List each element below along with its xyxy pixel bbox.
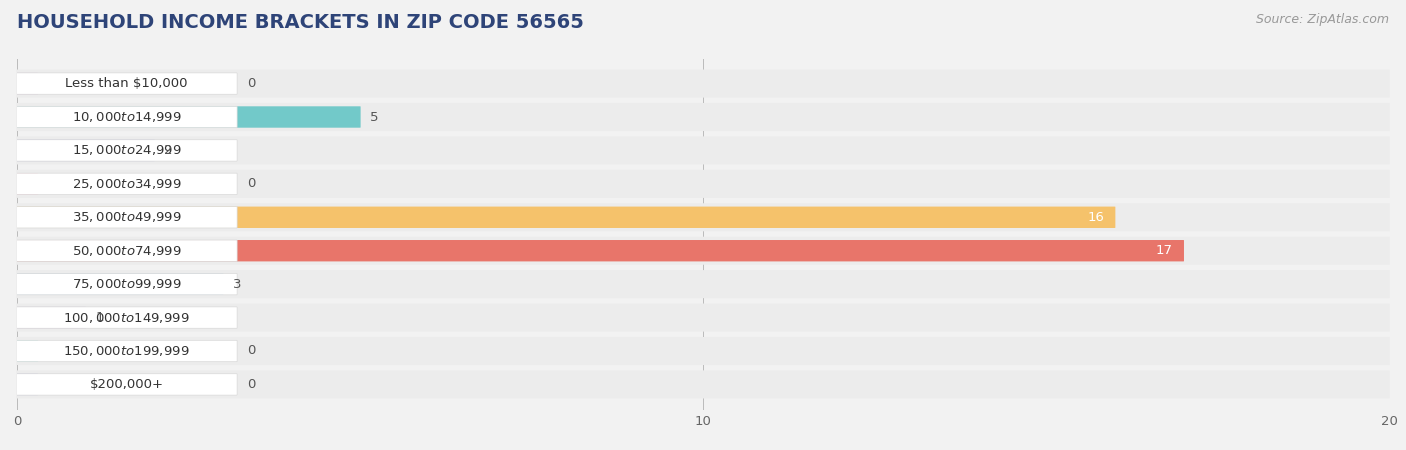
FancyBboxPatch shape bbox=[17, 337, 1389, 365]
FancyBboxPatch shape bbox=[17, 340, 238, 362]
Text: Less than $10,000: Less than $10,000 bbox=[66, 77, 188, 90]
FancyBboxPatch shape bbox=[17, 240, 1184, 261]
FancyBboxPatch shape bbox=[17, 237, 1389, 265]
Text: 0: 0 bbox=[246, 345, 254, 357]
Text: $35,000 to $49,999: $35,000 to $49,999 bbox=[72, 210, 181, 224]
Text: $100,000 to $149,999: $100,000 to $149,999 bbox=[63, 310, 190, 324]
FancyBboxPatch shape bbox=[17, 70, 1389, 98]
Text: 17: 17 bbox=[1156, 244, 1173, 257]
FancyBboxPatch shape bbox=[17, 207, 1115, 228]
Text: $25,000 to $34,999: $25,000 to $34,999 bbox=[72, 177, 181, 191]
FancyBboxPatch shape bbox=[17, 240, 238, 261]
FancyBboxPatch shape bbox=[17, 207, 238, 228]
FancyBboxPatch shape bbox=[17, 106, 360, 128]
FancyBboxPatch shape bbox=[17, 173, 38, 194]
Text: 0: 0 bbox=[246, 378, 254, 391]
FancyBboxPatch shape bbox=[17, 73, 238, 94]
Text: 2: 2 bbox=[165, 144, 173, 157]
FancyBboxPatch shape bbox=[17, 307, 86, 328]
FancyBboxPatch shape bbox=[17, 340, 38, 362]
FancyBboxPatch shape bbox=[17, 140, 238, 161]
FancyBboxPatch shape bbox=[17, 374, 238, 395]
Text: 16: 16 bbox=[1087, 211, 1104, 224]
FancyBboxPatch shape bbox=[17, 307, 238, 328]
Text: 0: 0 bbox=[246, 77, 254, 90]
FancyBboxPatch shape bbox=[17, 370, 1389, 398]
FancyBboxPatch shape bbox=[17, 203, 1389, 231]
FancyBboxPatch shape bbox=[17, 106, 238, 128]
FancyBboxPatch shape bbox=[17, 270, 1389, 298]
FancyBboxPatch shape bbox=[17, 170, 1389, 198]
FancyBboxPatch shape bbox=[17, 274, 224, 295]
FancyBboxPatch shape bbox=[17, 173, 238, 194]
FancyBboxPatch shape bbox=[17, 304, 1389, 332]
Text: $75,000 to $99,999: $75,000 to $99,999 bbox=[72, 277, 181, 291]
FancyBboxPatch shape bbox=[17, 103, 1389, 131]
Text: $10,000 to $14,999: $10,000 to $14,999 bbox=[72, 110, 181, 124]
Text: $200,000+: $200,000+ bbox=[90, 378, 163, 391]
FancyBboxPatch shape bbox=[17, 136, 1389, 164]
Text: 0: 0 bbox=[246, 177, 254, 190]
Text: HOUSEHOLD INCOME BRACKETS IN ZIP CODE 56565: HOUSEHOLD INCOME BRACKETS IN ZIP CODE 56… bbox=[17, 14, 583, 32]
FancyBboxPatch shape bbox=[17, 140, 155, 161]
Text: Source: ZipAtlas.com: Source: ZipAtlas.com bbox=[1256, 14, 1389, 27]
FancyBboxPatch shape bbox=[17, 274, 238, 295]
FancyBboxPatch shape bbox=[17, 73, 38, 94]
Text: $15,000 to $24,999: $15,000 to $24,999 bbox=[72, 144, 181, 158]
Text: $50,000 to $74,999: $50,000 to $74,999 bbox=[72, 244, 181, 258]
Text: 3: 3 bbox=[233, 278, 242, 291]
FancyBboxPatch shape bbox=[17, 374, 38, 395]
Text: 1: 1 bbox=[96, 311, 104, 324]
Text: 5: 5 bbox=[370, 111, 378, 123]
Text: $150,000 to $199,999: $150,000 to $199,999 bbox=[63, 344, 190, 358]
